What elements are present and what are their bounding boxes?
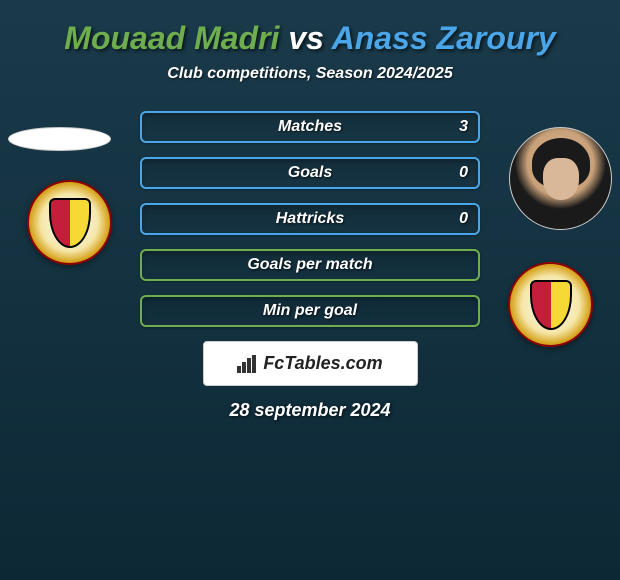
season-subtitle: Club competitions, Season 2024/2025 — [0, 65, 620, 83]
player1-avatar — [8, 127, 111, 151]
stat-bar: Goals 0 — [140, 157, 480, 189]
player2-name: Anass Zaroury — [332, 20, 556, 56]
stat-bar: Matches 3 — [140, 111, 480, 143]
bar-chart-icon — [237, 355, 257, 373]
player1-club-badge — [27, 180, 112, 265]
stat-label: Goals per match — [247, 256, 372, 274]
stat-bars-container: Matches 3 Goals 0 Hattricks 0 Goals per match M… — [140, 111, 480, 327]
stat-bar: Hattricks 0 — [140, 203, 480, 235]
stat-value-right: 0 — [459, 164, 468, 182]
player2-avatar — [509, 127, 612, 230]
vs-text: vs — [279, 20, 331, 56]
stat-bar: Goals per match — [140, 249, 480, 281]
stat-label: Matches — [278, 118, 342, 136]
stat-bar: Min per goal — [140, 295, 480, 327]
player1-name: Mouaad Madri — [64, 20, 279, 56]
comparison-title: Mouaad Madri vs Anass Zaroury — [0, 0, 620, 65]
stat-label: Min per goal — [263, 302, 357, 320]
brand-box: FcTables.com — [203, 341, 418, 386]
snapshot-date: 28 september 2024 — [10, 400, 610, 421]
stat-label: Goals — [288, 164, 332, 182]
content-area: Matches 3 Goals 0 Hattricks 0 Goals per match M… — [0, 111, 620, 421]
player2-club-badge — [508, 262, 593, 347]
stat-value-right: 3 — [459, 118, 468, 136]
stat-label: Hattricks — [276, 210, 344, 228]
stat-value-right: 0 — [459, 210, 468, 228]
brand-text: FcTables.com — [263, 353, 382, 374]
